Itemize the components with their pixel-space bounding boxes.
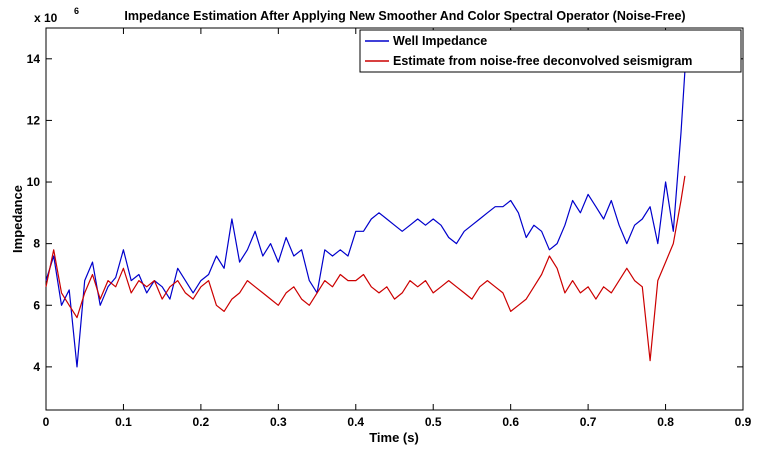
x-tick-label: 0.1 [115, 415, 132, 429]
y-multiplier-exponent: 6 [74, 6, 79, 16]
x-axis-label: Time (s) [369, 430, 419, 445]
chart-title: Impedance Estimation After Applying New … [124, 9, 685, 23]
plot-area-frame [45, 27, 744, 411]
x-tick-label: 0.5 [425, 415, 442, 429]
y-tick-label: 4 [33, 360, 40, 374]
y-tick-label: 12 [27, 113, 41, 127]
legend: Well Impedance Estimate from noise-free … [359, 29, 742, 73]
y-multiplier-label: x 10 [34, 11, 58, 25]
y-tick-label: 6 [33, 298, 40, 312]
y-tick-label: 14 [27, 52, 41, 66]
x-tick-label: 0.3 [270, 415, 287, 429]
x-tick-label: 0.2 [193, 415, 210, 429]
series-line-estimate [45, 175, 686, 362]
x-tick-label: 0.8 [657, 415, 674, 429]
legend-box [359, 29, 742, 73]
x-tick-label: 0.9 [735, 415, 752, 429]
y-tick-label: 10 [27, 175, 41, 189]
x-tick-label: 0 [43, 415, 50, 429]
x-tick-label: 0.4 [347, 415, 364, 429]
axis-ticks: 0 0.1 0.2 0.3 0.4 0.5 0.6 0.7 0.8 0.9 4 6 8 10 12 14 [27, 28, 752, 429]
series-line-well-impedance [45, 71, 686, 368]
x-tick-label: 0.7 [580, 415, 597, 429]
x-tick-label: 0.6 [502, 415, 519, 429]
y-tick-label: 8 [33, 237, 40, 251]
y-axis-label: Impedance [10, 185, 25, 253]
data-series [45, 71, 686, 368]
legend-label-well-impedance: Well Impedance [393, 34, 487, 48]
legend-label-estimate: Estimate from noise-free deconvolved sei… [393, 54, 692, 68]
